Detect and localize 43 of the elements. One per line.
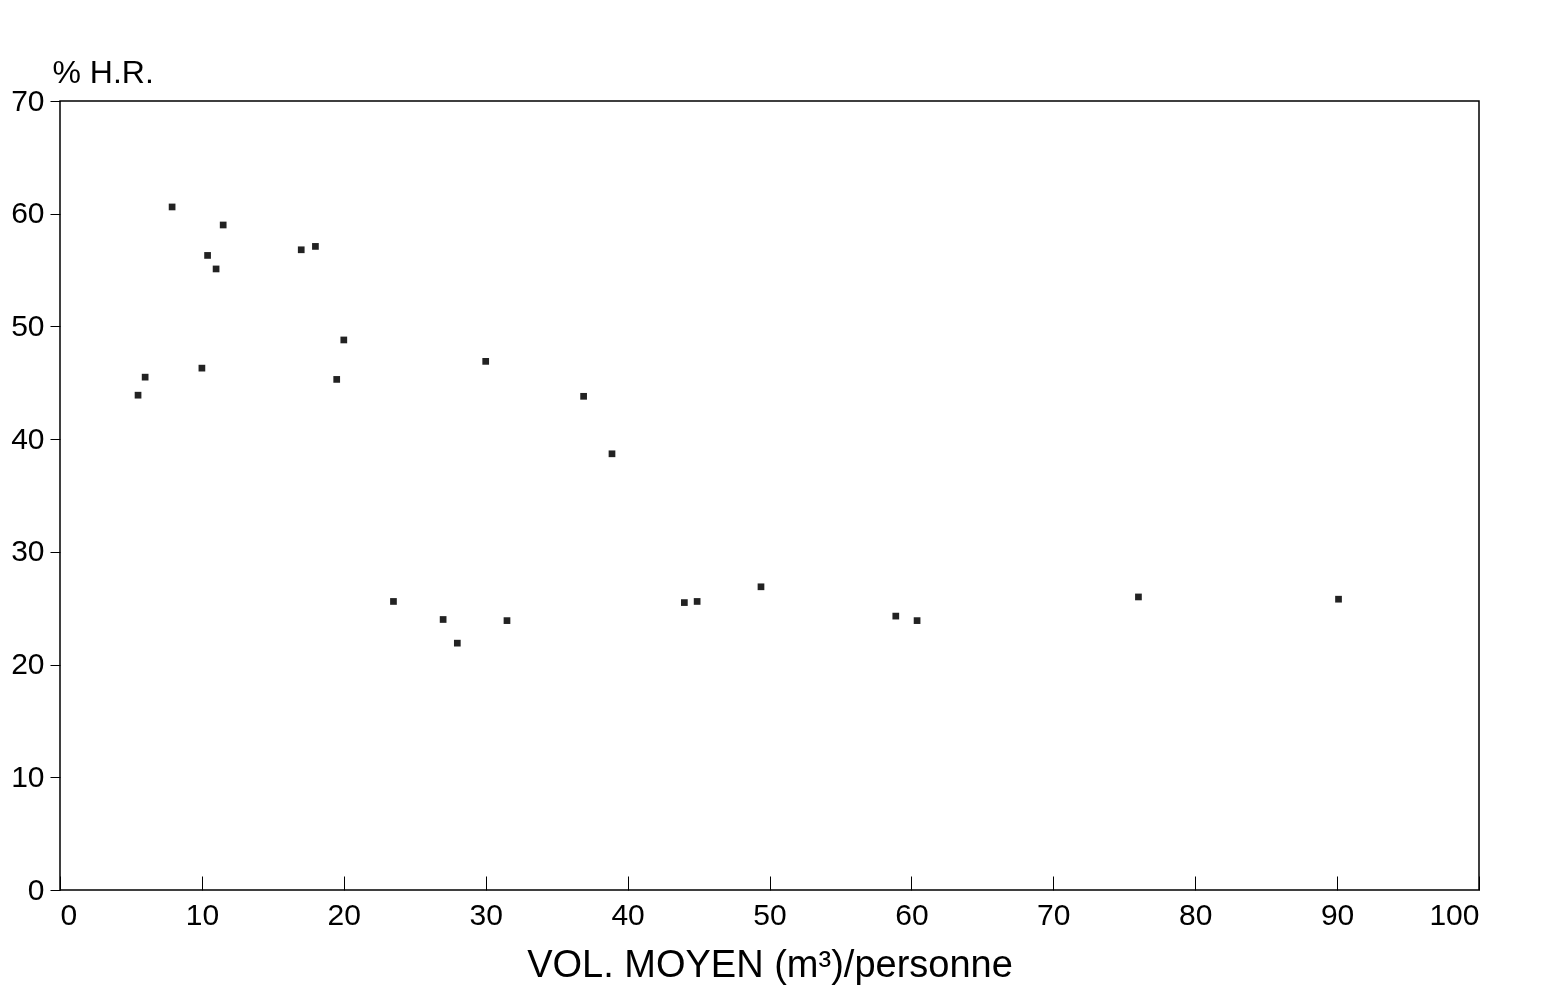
point	[482, 358, 490, 365]
y-tick-label: 50	[11, 308, 45, 342]
point	[1135, 593, 1142, 601]
y-tick-label: 60	[11, 196, 45, 230]
x-tick-label: 90	[1320, 897, 1355, 931]
point	[312, 243, 319, 250]
x-tick-label: 0	[60, 897, 78, 931]
x-tick-label: 40	[611, 897, 645, 931]
y-tick-label: 40	[11, 421, 45, 455]
point	[439, 616, 447, 623]
y-tick-label: 10	[11, 759, 45, 793]
point	[757, 583, 765, 591]
x-axis-title: VOL. MOYEN (m³)/personne	[527, 942, 1013, 985]
y-tick-label: 0	[27, 872, 45, 906]
point	[340, 336, 348, 344]
y-axis-title: % H.R.	[52, 53, 154, 90]
point	[693, 598, 701, 605]
point	[333, 376, 341, 383]
point	[608, 450, 616, 458]
x-tick-label: 20	[327, 897, 361, 931]
point	[892, 612, 900, 620]
x-tick-label: 50	[753, 897, 787, 931]
y-tick-label: 20	[11, 647, 45, 681]
point	[219, 221, 227, 229]
x-tick-label: 70	[1037, 897, 1071, 931]
point	[913, 617, 921, 624]
x-tick-label: 60	[895, 897, 929, 931]
point	[390, 598, 397, 605]
point	[134, 391, 142, 399]
y-tick-label: 30	[11, 534, 45, 568]
point	[1335, 595, 1342, 603]
point	[503, 617, 511, 624]
point	[681, 599, 688, 606]
x-tick-label: 100	[1429, 897, 1480, 931]
point	[141, 373, 149, 381]
point	[297, 246, 305, 254]
x-tick-label: 80	[1179, 897, 1213, 931]
point	[580, 392, 587, 400]
y-tick-label: 70	[11, 83, 45, 117]
x-tick-label: 30	[469, 897, 503, 931]
x-tick-label: 10	[185, 897, 220, 931]
point	[453, 639, 461, 647]
point	[204, 252, 211, 259]
